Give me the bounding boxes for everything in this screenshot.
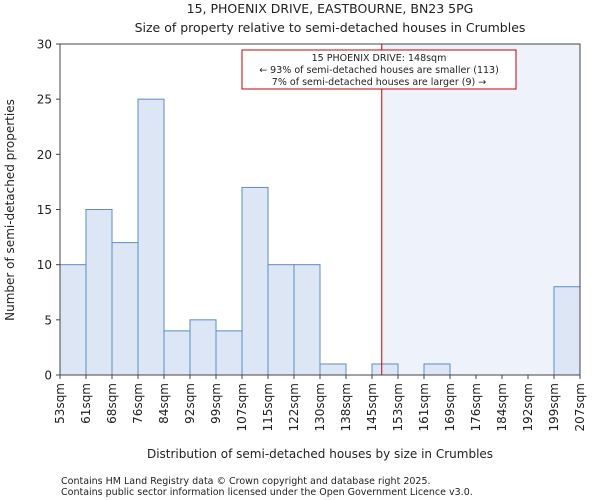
histogram-bar [553, 286, 581, 376]
x-tick-label: 184sqm [495, 383, 509, 431]
x-tick-label: 107sqm [235, 383, 249, 431]
x-tick-label: 130sqm [313, 383, 327, 431]
histogram-bar [371, 363, 399, 376]
histogram-bar [189, 319, 217, 376]
histogram-bar [267, 264, 295, 376]
annotation-line-2: ← 93% of semi-detached houses are smalle… [259, 65, 499, 76]
larger-region-highlight [381, 44, 580, 375]
histogram-bar [241, 186, 269, 376]
annotation-frame [241, 49, 517, 90]
x-tick-label: 76sqm [131, 383, 145, 424]
histogram-bar [111, 242, 139, 376]
y-axis-ticks: 0 5 10 15 20 25 30 [37, 38, 60, 383]
x-tick-label: 176sqm [469, 383, 483, 431]
x-tick-label: 138sqm [339, 383, 353, 431]
x-tick-label: 61sqm [79, 383, 93, 424]
histogram-bar [215, 330, 243, 376]
annotation-box: 15 PHOENIX DRIVE: 148sqm ← 93% of semi-d… [241, 49, 517, 90]
footer-line-1: Contains HM Land Registry data © Crown c… [61, 476, 431, 487]
chart-title: 15, PHOENIX DRIVE, EASTBOURNE, BN23 5PG [187, 1, 474, 16]
y-tick-label: 20 [37, 148, 52, 162]
x-tick-label: 145sqm [365, 383, 379, 431]
footer-line-2: Contains public sector information licen… [61, 487, 473, 498]
chart-subtitle: Size of property relative to semi-detach… [135, 20, 526, 35]
x-tick-label: 68sqm [105, 383, 119, 424]
y-tick-label: 25 [37, 93, 52, 107]
x-tick-label: 161sqm [417, 383, 431, 431]
x-tick-label: 122sqm [287, 383, 301, 431]
histogram-bar [85, 209, 113, 376]
y-tick-label: 10 [37, 258, 52, 272]
y-tick-label: 30 [37, 38, 52, 52]
x-tick-label: 192sqm [521, 383, 535, 431]
histogram-bar [293, 264, 321, 376]
histogram-bar [319, 363, 347, 376]
x-tick-label: 207sqm [573, 383, 587, 431]
y-tick-label: 0 [44, 369, 52, 383]
x-axis-label: Distribution of semi-detached houses by … [147, 447, 493, 461]
annotation-line-3: 7% of semi-detached houses are larger (9… [272, 77, 486, 88]
x-tick-label: 53sqm [53, 383, 67, 424]
histogram-bar [137, 98, 165, 376]
x-tick-label: 99sqm [209, 383, 223, 424]
y-tick-label: 5 [44, 313, 52, 327]
bars [59, 98, 581, 376]
x-tick-label: 92sqm [183, 383, 197, 424]
histogram-bar [59, 264, 87, 376]
x-tick-label: 199sqm [547, 383, 561, 431]
histogram-bar [423, 363, 451, 376]
x-tick-label: 169sqm [443, 383, 457, 431]
histogram-bar [163, 330, 191, 376]
x-tick-label: 115sqm [261, 383, 275, 431]
y-axis-label: Number of semi-detached properties [3, 99, 17, 321]
y-tick-label: 15 [37, 203, 52, 217]
x-tick-label: 153sqm [391, 383, 405, 431]
x-axis-ticks: 53sqm 61sqm 68sqm 76sqm 84sqm 92sqm 99sqm 107sq… [53, 375, 587, 431]
annotation-line-1: 15 PHOENIX DRIVE: 148sqm [312, 53, 447, 64]
x-tick-label: 84sqm [157, 383, 171, 424]
